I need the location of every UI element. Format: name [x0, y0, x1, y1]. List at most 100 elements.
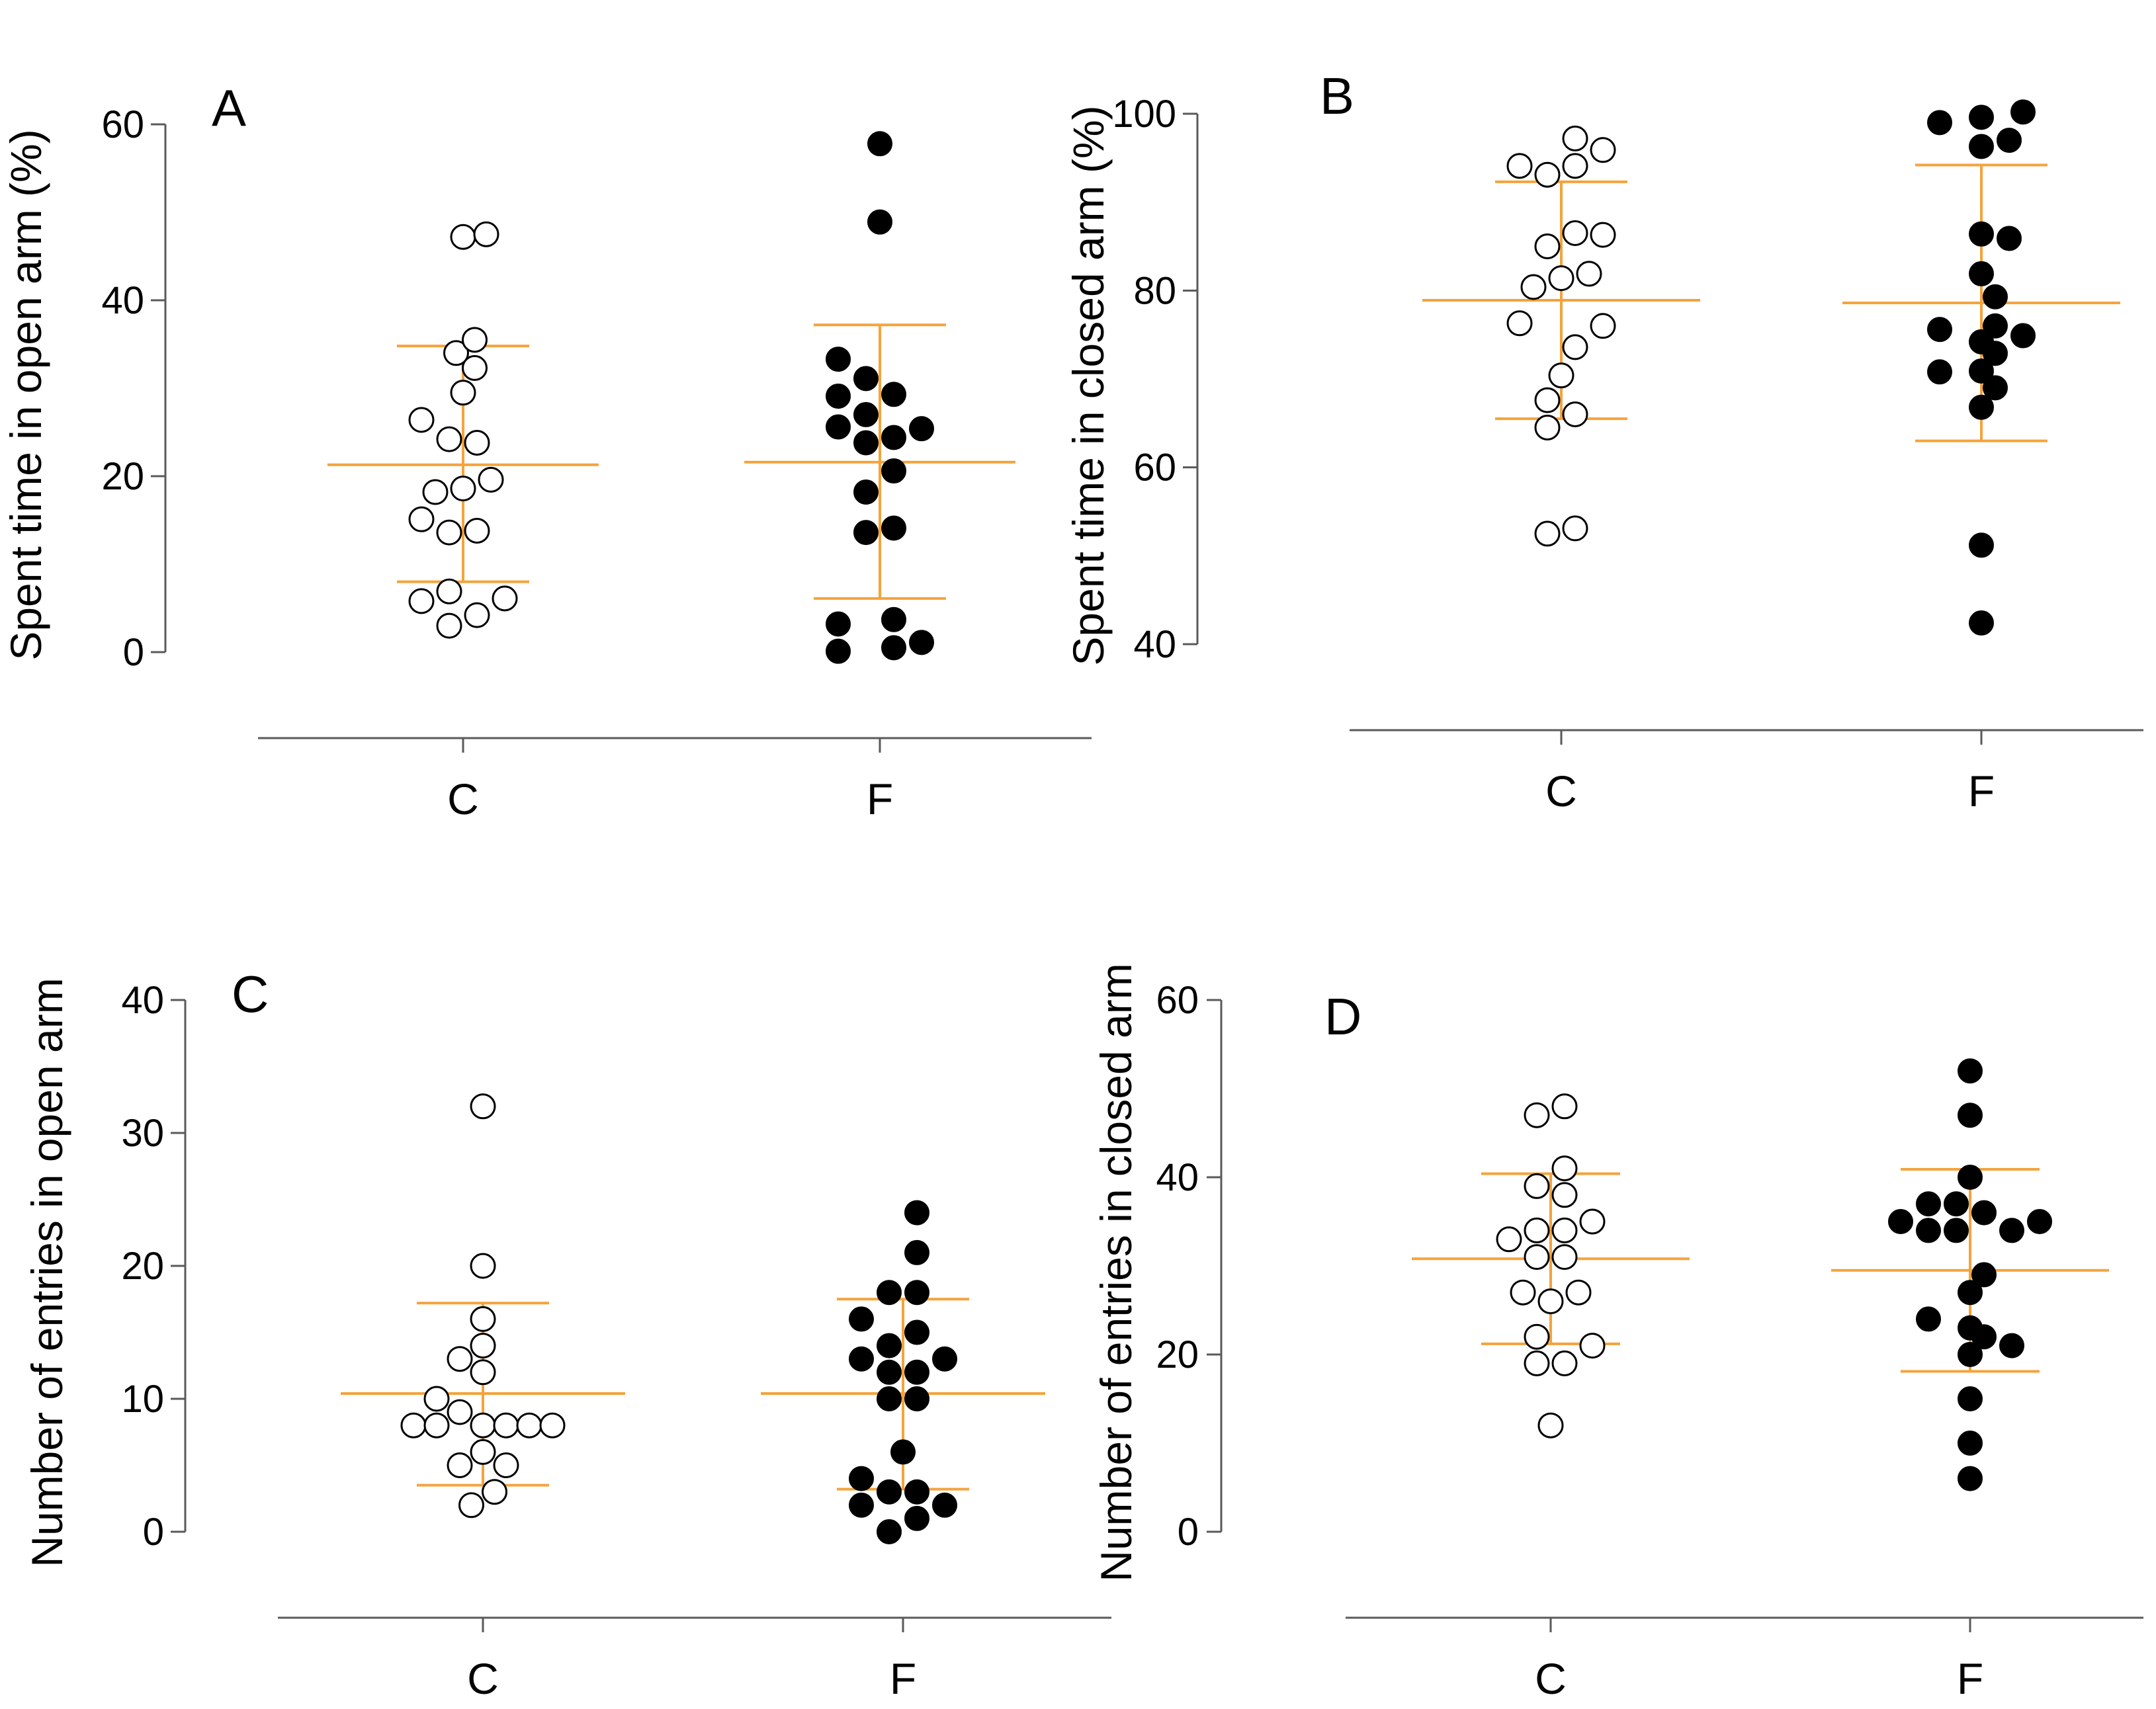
data-point [1551, 1350, 1578, 1376]
data-point [1506, 310, 1533, 337]
data-point [826, 611, 851, 637]
data-point [904, 1359, 929, 1385]
data-point [408, 506, 435, 532]
data-point [1524, 1102, 1550, 1128]
data-point [443, 340, 469, 366]
data-point [1958, 1386, 1983, 1411]
data-point [904, 1239, 929, 1265]
data-point [2010, 323, 2036, 349]
x-category-label: F [867, 774, 893, 823]
data-point [1534, 387, 1561, 413]
data-point [464, 429, 490, 456]
data-point [2010, 99, 2036, 125]
y-tick-label: 40 [121, 979, 164, 1022]
data-point [1562, 220, 1588, 246]
series-f [744, 131, 1015, 664]
data-point [1969, 610, 1994, 636]
data-point [470, 1412, 496, 1438]
y-tick-label: 40 [1133, 623, 1176, 666]
data-point [423, 1412, 450, 1438]
data-point [1958, 1342, 1983, 1367]
data-point [1537, 1412, 1564, 1438]
data-point [1969, 261, 1994, 286]
data-point [1927, 359, 1952, 385]
data-point [478, 466, 504, 493]
data-point [849, 1466, 874, 1491]
data-point [1983, 284, 2008, 310]
data-point [904, 1505, 929, 1531]
y-tick-label: 20 [101, 455, 144, 498]
data-point [853, 479, 879, 505]
y-tick-label: 40 [101, 279, 144, 322]
data-point [826, 383, 851, 409]
data-point [881, 606, 906, 632]
y-axis-title: Number of entries in closed arm [1092, 963, 1141, 1581]
data-point [1565, 1279, 1592, 1306]
data-point [447, 1399, 473, 1425]
data-point [1562, 125, 1588, 151]
data-point [881, 458, 906, 484]
panel-c: 0 10 20 30 40 Number of entries in open arm C C… [22, 965, 1111, 1703]
data-point [1510, 1279, 1536, 1306]
data-point [436, 612, 462, 639]
panel-d: 0 20 40 60 Number of entries in closed arm D C… [1092, 963, 2143, 1703]
data-point [1562, 515, 1588, 542]
data-point [877, 1333, 902, 1358]
x-category-label: F [1968, 767, 1995, 815]
data-point [1999, 1333, 2024, 1358]
data-point [1997, 128, 2022, 153]
data-point [932, 1492, 957, 1518]
x-category-label: C [467, 1654, 499, 1703]
data-point [482, 1479, 507, 1505]
data-point [909, 416, 934, 442]
data-point [422, 479, 449, 505]
data-point [1548, 265, 1574, 292]
data-point [450, 224, 476, 250]
data-point [436, 519, 462, 546]
x-category-label: C [1535, 1654, 1567, 1703]
y-axis-title: Number of entries in open arm [22, 978, 71, 1567]
data-point [932, 1346, 957, 1372]
y-tick-label: 20 [1156, 1333, 1199, 1376]
data-point [1537, 1288, 1564, 1315]
data-point [1524, 1323, 1550, 1350]
data-point [1551, 1155, 1578, 1182]
data-point [909, 630, 934, 655]
data-point [1534, 521, 1561, 547]
series-f [1831, 1058, 2109, 1491]
y-tick-label: 60 [1133, 446, 1176, 489]
data-point [881, 382, 906, 407]
data-point [853, 430, 879, 456]
data-point [1548, 362, 1574, 389]
data-point [1958, 1466, 1983, 1491]
data-point [458, 1492, 484, 1519]
data-point [1958, 1280, 1983, 1306]
data-point [464, 602, 490, 628]
series-c [1422, 125, 1700, 547]
data-point [1520, 274, 1547, 300]
data-point [826, 347, 851, 372]
data-point [1506, 153, 1533, 179]
data-point [1969, 221, 1994, 247]
data-point [1524, 1217, 1550, 1243]
panel-letter: D [1324, 987, 1361, 1046]
y-tick-label: 60 [1156, 979, 1199, 1022]
data-point [1590, 222, 1616, 248]
data-point [408, 588, 435, 614]
data-point [462, 354, 488, 381]
data-point [877, 1280, 902, 1306]
data-point [877, 1359, 902, 1385]
data-point [1888, 1209, 1913, 1234]
data-point [1534, 161, 1561, 188]
data-point [1969, 134, 1994, 159]
data-point [1983, 341, 2008, 366]
data-point [1971, 1262, 1997, 1288]
x-category-label: C [447, 774, 479, 823]
data-point [1958, 1165, 1983, 1190]
data-point [904, 1479, 929, 1505]
y-tick-label: 80 [1133, 269, 1176, 312]
data-point [408, 407, 435, 433]
y-tick-label: 0 [1178, 1511, 1199, 1554]
data-point [447, 1346, 473, 1372]
